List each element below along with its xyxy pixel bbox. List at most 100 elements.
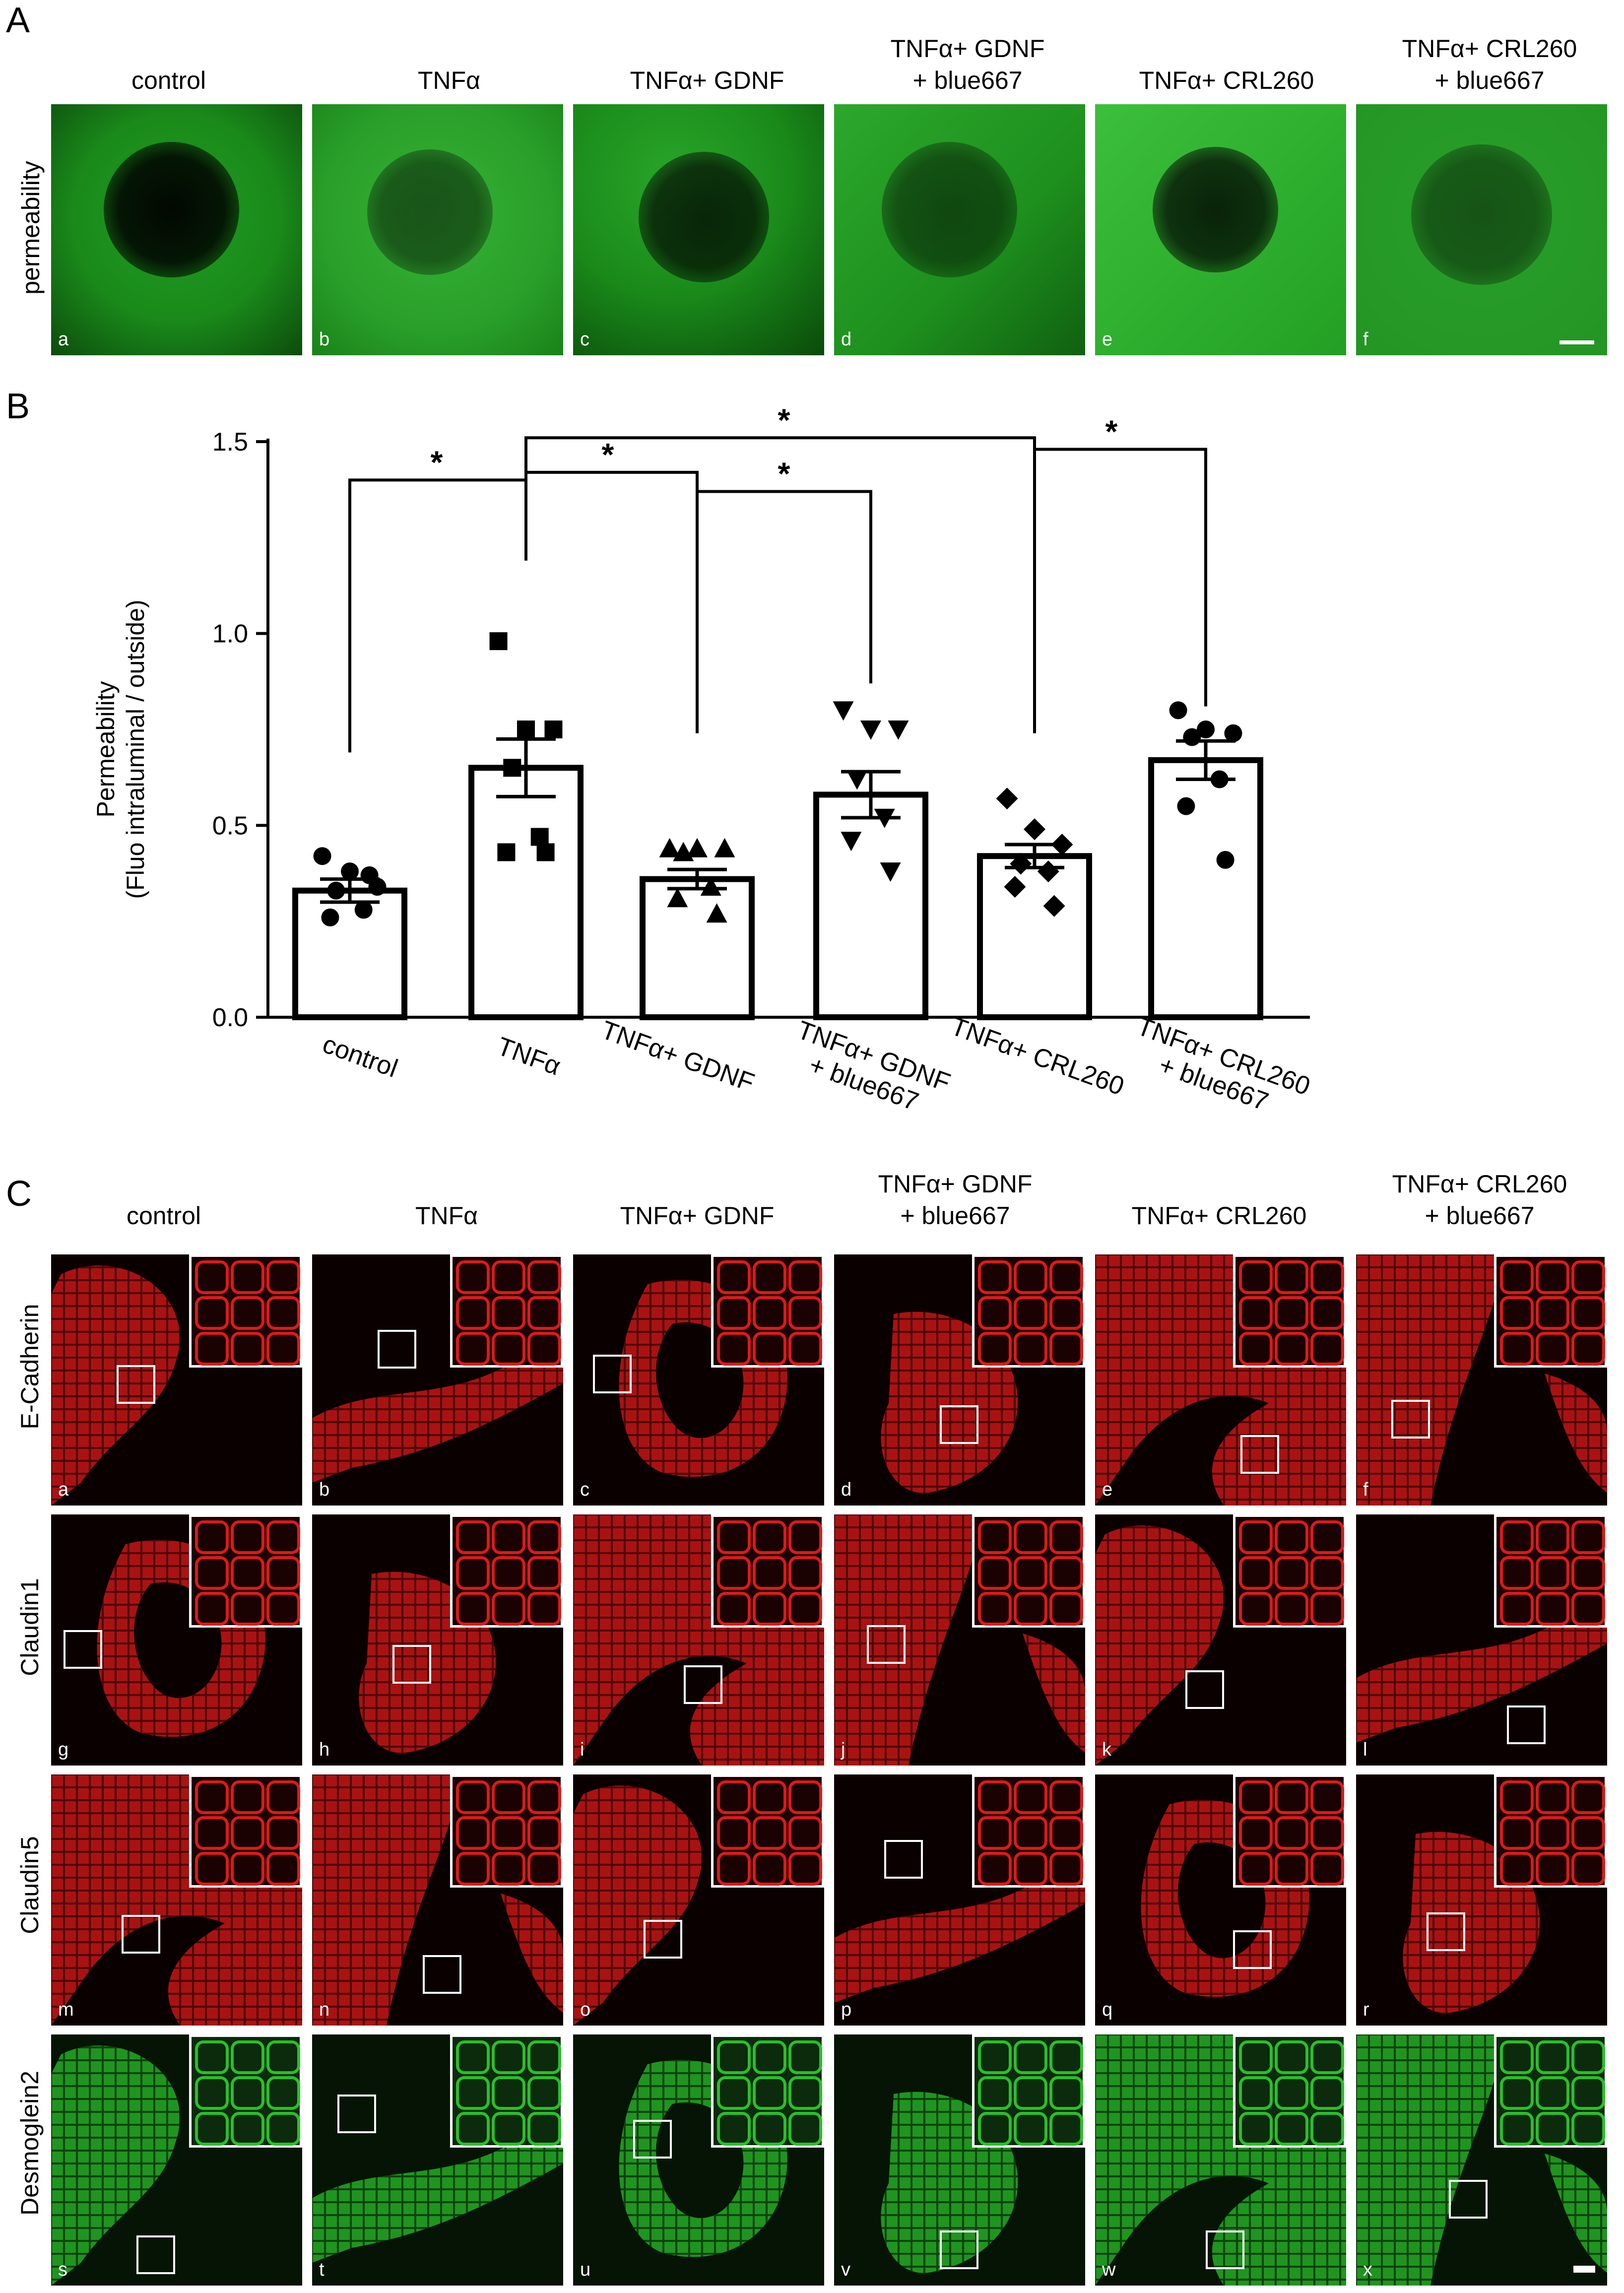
inset-cell — [1014, 1816, 1047, 1850]
inset-cell — [1014, 1852, 1047, 1886]
data-point — [1177, 797, 1195, 815]
tissue-stain — [1356, 1254, 1607, 1506]
inset-cells — [456, 1780, 561, 1886]
region-of-interest-box — [866, 1625, 906, 1664]
inset-cell — [231, 1260, 264, 1294]
x-tick-label-line: TNFα+ CRL260 — [947, 1012, 1128, 1101]
inset-cell — [231, 1296, 264, 1330]
inset-cells — [456, 1260, 561, 1366]
zoom-inset — [972, 1774, 1085, 1888]
data-point — [1004, 876, 1026, 898]
inset-cell — [753, 1852, 786, 1886]
c-column-title-tnfa-crl260: TNFα+ CRL260 — [1131, 1202, 1307, 1230]
data-point — [341, 862, 359, 881]
inset-cell — [527, 1816, 561, 1850]
inset-cell — [1536, 1816, 1569, 1850]
inset-cell — [1275, 1296, 1308, 1330]
c-column-title-tnfa-gdnf-blue667: TNFα+ GDNF + blue667 — [878, 1170, 1033, 1230]
organoid-lumen — [638, 152, 769, 283]
inset-cell — [1536, 2076, 1569, 2110]
region-of-interest-box — [1449, 2180, 1488, 2219]
inset-cell — [1571, 1332, 1605, 1366]
inset-cell — [1239, 1296, 1273, 1330]
inset-cell — [788, 1852, 822, 1886]
inset-cell — [717, 2076, 751, 2110]
tissue-cell-texture — [834, 1514, 1085, 1766]
tissue-stain — [51, 2045, 180, 2286]
data-point — [536, 843, 555, 861]
inset-cell — [195, 2112, 229, 2146]
tissue-cell-texture — [1095, 1525, 1224, 1766]
micrograph: b — [312, 1254, 563, 1506]
region-of-interest-box — [593, 1355, 632, 1394]
inset-cell — [492, 1780, 525, 1814]
data-point — [1224, 724, 1242, 742]
inset-cell — [1571, 1556, 1605, 1590]
tissue-stain — [312, 2109, 563, 2263]
c-column-title-tnfa: TNFα — [415, 1202, 478, 1230]
region-of-interest-box — [392, 1645, 431, 1684]
tile-letter: n — [319, 1999, 330, 2020]
tissue-cell-texture — [51, 1265, 180, 1506]
region-of-interest-box — [633, 2120, 672, 2159]
inset-cell — [1536, 1852, 1569, 1886]
inset-cell — [1571, 1260, 1605, 1294]
tile-letter: o — [580, 1999, 591, 2020]
data-point — [489, 632, 508, 651]
micrograph: h — [312, 1514, 563, 1766]
zoom-inset — [711, 1254, 824, 1368]
inset-cells — [978, 2040, 1083, 2146]
y-axis-label: Permeability — [92, 681, 120, 817]
x-tick-label: TNFα+ CRL260 — [947, 1012, 1128, 1101]
inset-cell — [1239, 1332, 1273, 1366]
data-point — [517, 721, 535, 738]
data-point — [360, 866, 379, 884]
zoom-inset — [1233, 2034, 1346, 2148]
inset-cell — [195, 1332, 229, 1366]
inset-cell — [717, 1780, 751, 1814]
inset-cell — [717, 1332, 751, 1366]
inset-cell — [1239, 1852, 1273, 1886]
bar — [468, 765, 584, 1020]
inset-cell — [1049, 1260, 1083, 1294]
inset-cells — [1500, 2040, 1605, 2146]
region-of-interest-box — [1233, 1930, 1272, 1969]
bar — [640, 876, 755, 1020]
micrograph: s — [51, 2034, 302, 2286]
inset-cell — [195, 1520, 229, 1554]
tile-letter: s — [58, 2259, 67, 2280]
inset-cell — [195, 1296, 229, 1330]
micrograph: e — [1095, 1254, 1346, 1506]
inset-cells — [195, 2040, 300, 2146]
inset-cell — [456, 2040, 490, 2074]
inset-cells — [717, 1780, 822, 1886]
inset-cell — [753, 2040, 786, 2074]
inset-cell — [527, 2112, 561, 2146]
inset-cell — [231, 1816, 264, 1850]
tile-letter: w — [1102, 2259, 1116, 2280]
tile-letter: j — [841, 1739, 845, 1760]
inset-cell — [1310, 2076, 1344, 2110]
inset-cell — [978, 2112, 1012, 2146]
inset-cell — [717, 2112, 751, 2146]
region-of-interest-box — [64, 1630, 103, 1669]
region-of-interest-box — [377, 1329, 416, 1369]
region-of-interest-box — [337, 2095, 376, 2134]
inset-cell — [195, 2076, 229, 2110]
inset-cells — [978, 1780, 1083, 1886]
data-point — [313, 847, 331, 865]
tile-letter: r — [1363, 1999, 1369, 2020]
region-of-interest-box — [939, 2230, 978, 2269]
micrograph: k — [1095, 1514, 1346, 1766]
inset-cell — [456, 1556, 490, 1590]
micrograph: v — [834, 2034, 1085, 2286]
data-point — [503, 759, 521, 777]
tile-letter: h — [319, 1739, 330, 1760]
data-point — [1183, 728, 1201, 746]
inset-cell — [1275, 1556, 1308, 1590]
inset-cell — [788, 2076, 822, 2110]
micrograph: m — [51, 1774, 302, 2026]
inset-cells — [1239, 1260, 1344, 1366]
tile-letter: c — [580, 1479, 589, 1500]
inset-cell — [788, 1780, 822, 1814]
